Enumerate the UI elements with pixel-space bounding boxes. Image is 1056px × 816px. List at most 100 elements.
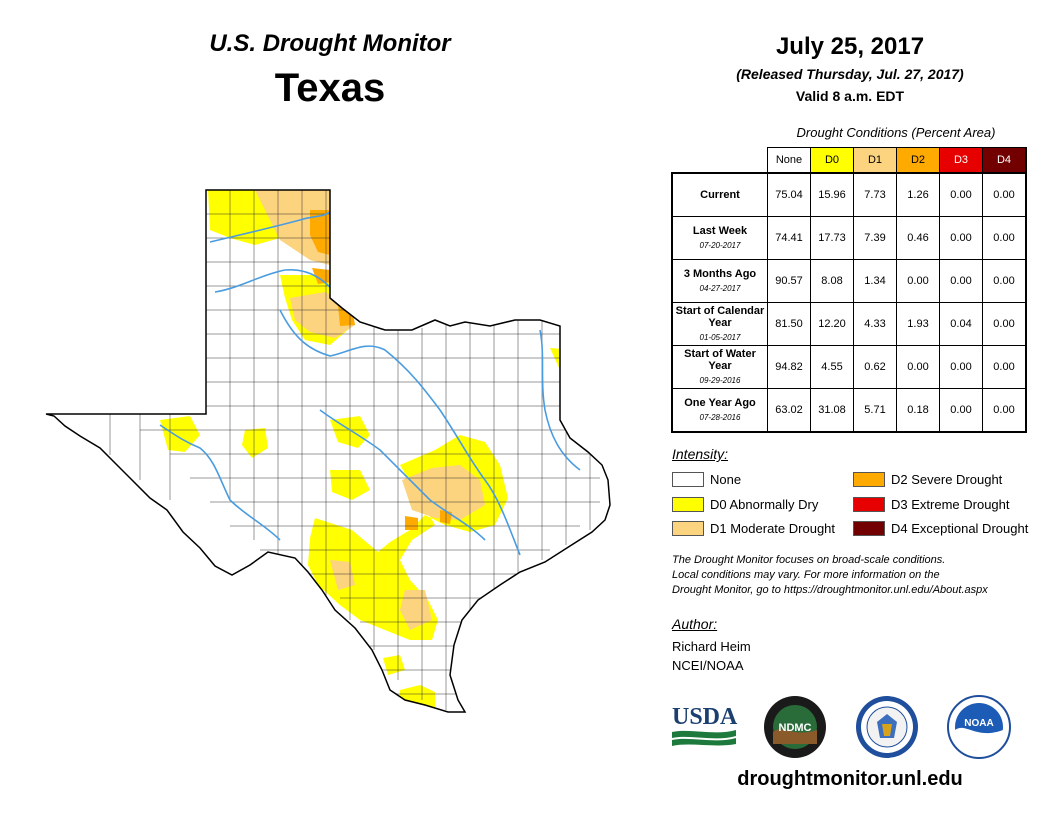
county-lines [109,190,610,710]
svg-text:NDMC: NDMC [779,722,812,734]
table-cell: 31.08 [810,388,854,433]
legend-swatch [672,520,704,536]
author-name: Richard Heim [672,639,751,654]
table-cell: 0.18 [896,388,940,433]
col-header: D3 [939,147,983,174]
table-cell: 0.00 [982,172,1027,217]
noaa-logo: NOAA [947,695,1011,759]
table-cell: 0.00 [939,345,983,389]
release-date: (Released Thursday, Jul. 27, 2017) [736,66,964,82]
table-cell: 1.26 [896,172,940,217]
table-cell: 1.93 [896,302,940,346]
author-heading: Author: [672,616,718,632]
col-header: D1 [853,147,897,174]
legend-item-d1: D1 Moderate Drought [672,520,835,536]
table-cell: 63.02 [767,388,811,433]
table-caption: Drought Conditions (Percent Area) [796,125,996,140]
col-header: None [767,147,811,174]
legend-item-none: None [672,471,741,487]
state-outline [45,189,611,713]
table-cell: 12.20 [810,302,854,346]
table-cell: 4.55 [810,345,854,389]
d1-areas [255,190,485,630]
row-date: 04-27-2017 [699,283,741,293]
legend-label: D2 Severe Drought [891,471,1003,487]
table-cell: 0.00 [982,345,1027,389]
disclaimer-note: The Drought Monitor focuses on broad-sca… [672,554,988,596]
valid-time: Valid 8 a.m. EDT [795,88,905,104]
table-row: Start of Calendar Year 01-05-2017 81.50 12.… [671,302,1027,346]
col-header: D4 [982,147,1027,174]
table-row: Last Week 07-20-2017 74.41 17.73 7.39 0.46 0.0… [671,216,1027,260]
legend-swatch [853,471,885,487]
table-cell: 7.39 [853,216,897,260]
col-header: D0 [810,147,854,174]
row-label: Start of Calendar Year 01-05-2017 [671,302,768,346]
table-cell: 0.46 [896,216,940,260]
svg-text:NOAA: NOAA [964,718,993,729]
drought-conditions-table: None D0 D1 D2 D3 D4 Current 75.04 15.96 7.7… [671,147,1027,433]
table-cell: 0.00 [939,216,983,260]
table-cell: 0.00 [982,216,1027,260]
usda-logo: USDA [672,704,738,746]
table-cell: 75.04 [767,172,811,217]
table-row: Start of Water Year 09-29-2016 94.82 4.55 0.… [671,345,1027,389]
table-cell: 94.82 [767,345,811,389]
legend-label: None [710,471,742,487]
legend-label: D4 Exceptional Drought [891,520,1029,536]
rivers [159,209,581,556]
table-cell: 0.00 [939,172,983,217]
table-row: 3 Months Ago 04-27-2017 90.57 8.08 1.34 0.00 0… [671,259,1027,303]
legend-label: D0 Abnormally Dry [710,496,819,512]
legend-item-d0: D0 Abnormally Dry [672,496,818,512]
table-cell: 7.73 [853,172,897,217]
row-label: Current [671,172,768,217]
legend-swatch [672,471,704,487]
author-org: NCEI/NOAA [672,658,744,673]
legend-swatch [672,496,704,512]
ndmc-logo: NDMC [764,696,826,758]
row-date: 07-20-2017 [699,240,741,250]
texas-drought-map [45,189,611,713]
table-cell: 74.41 [767,216,811,260]
legend-item-d4: D4 Exceptional Drought [853,520,1028,536]
table-cell: 0.00 [982,302,1027,346]
site-url[interactable]: droughtmonitor.unl.edu [737,768,963,790]
table-row: Current 75.04 15.96 7.73 1.26 0.00 0.00 [671,172,1027,217]
table-cell: 0.00 [896,345,940,389]
table-cell: 4.33 [853,302,897,346]
table-cell: 0.00 [939,388,983,433]
legend-swatch [853,496,885,512]
table-row: One Year Ago 07-28-2016 63.02 31.08 5.71 0.18… [671,388,1027,433]
map-date: July 25, 2017 [775,33,925,60]
legend-swatch [853,520,885,536]
table-cell: 0.04 [939,302,983,346]
commerce-seal-logo [856,696,918,758]
author-info: Richard Heim NCEI/NOAA [672,637,751,675]
row-label: Start of Water Year 09-29-2016 [671,345,768,389]
table-cell: 0.00 [982,259,1027,303]
table-cell: 15.96 [810,172,854,217]
table-cell: 5.71 [853,388,897,433]
state-title: Texas [274,66,386,110]
table-cell: 8.08 [810,259,854,303]
table-cell: 0.00 [939,259,983,303]
svg-text:USDA: USDA [672,704,738,730]
table-cell: 0.62 [853,345,897,389]
table-cell: 0.00 [982,388,1027,433]
product-title: U.S. Drought Monitor [209,30,451,57]
row-label: One Year Ago 07-28-2016 [671,388,768,433]
col-header: D2 [896,147,940,174]
legend-item-d2: D2 Severe Drought [853,471,1002,487]
table-cell: 81.50 [767,302,811,346]
table-cell: 1.34 [853,259,897,303]
row-date: 07-28-2016 [699,412,741,422]
row-date: 09-29-2016 [699,375,741,385]
legend-item-d3: D3 Extreme Drought [853,496,1010,512]
row-date: 01-05-2017 [699,332,741,342]
table-cell: 0.00 [896,259,940,303]
row-label: 3 Months Ago 04-27-2017 [671,259,768,303]
legend-label: D1 Moderate Drought [710,520,836,536]
table-cell: 17.73 [810,216,854,260]
row-label: Last Week 07-20-2017 [671,216,768,260]
